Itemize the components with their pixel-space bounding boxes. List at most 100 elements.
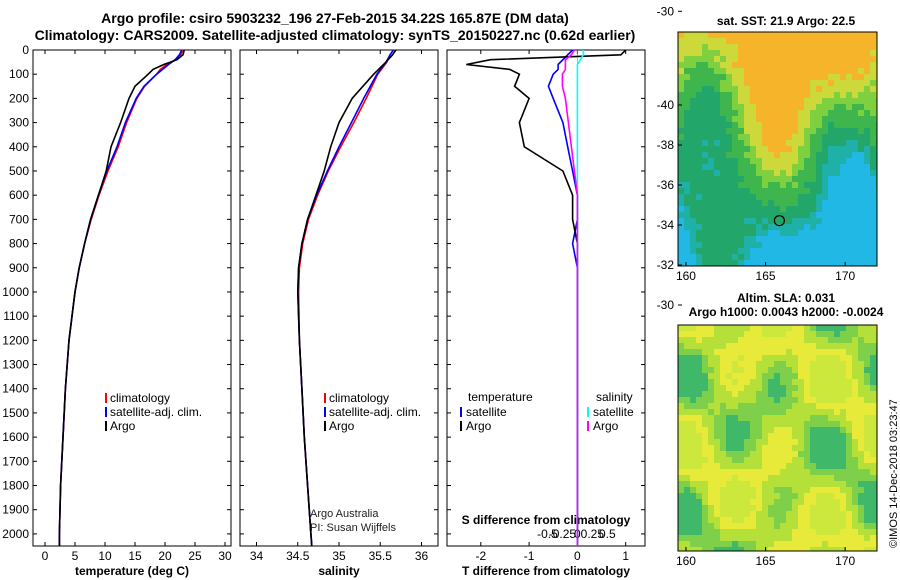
map-cell xyxy=(852,230,858,236)
map-cell xyxy=(732,445,738,451)
map-cell xyxy=(750,457,756,463)
map-cell xyxy=(762,523,768,529)
map-cell xyxy=(744,74,750,80)
map-cell xyxy=(804,80,810,86)
map-cell xyxy=(714,451,720,457)
map-cell xyxy=(792,445,798,451)
map-cell xyxy=(726,242,732,248)
map-cell xyxy=(690,493,696,499)
map-cell xyxy=(744,140,750,146)
map-cell xyxy=(756,32,762,38)
map-cell xyxy=(774,104,780,110)
map-cell xyxy=(732,218,738,224)
map-cell xyxy=(714,224,720,230)
map-cell xyxy=(834,236,840,242)
map-cell xyxy=(816,439,822,445)
map-cell xyxy=(792,457,798,463)
map-cell xyxy=(780,242,786,248)
map-cell xyxy=(762,493,768,499)
map-cell xyxy=(852,188,858,194)
map-cell xyxy=(732,511,738,517)
map-cell xyxy=(732,134,738,140)
map-cell xyxy=(816,349,822,355)
map-cell xyxy=(792,385,798,391)
map-cell xyxy=(702,224,708,230)
map-cell xyxy=(852,523,858,529)
map-cell xyxy=(708,391,714,397)
map-cell xyxy=(708,409,714,415)
map-cell xyxy=(858,505,864,511)
map-cell xyxy=(804,445,810,451)
map-cell xyxy=(714,475,720,481)
map-cell xyxy=(828,176,834,182)
map-cell xyxy=(726,104,732,110)
map-cell xyxy=(846,176,852,182)
map-cell xyxy=(696,337,702,343)
map-cell xyxy=(804,463,810,469)
map-cell xyxy=(774,511,780,517)
map-cell xyxy=(834,50,840,56)
map-cell xyxy=(822,469,828,475)
map-cell xyxy=(828,116,834,122)
map-cell xyxy=(786,200,792,206)
map-cell xyxy=(732,343,738,349)
map-cell xyxy=(870,200,876,206)
map-cell xyxy=(870,74,876,80)
map-cell xyxy=(726,397,732,403)
map-cell xyxy=(846,337,852,343)
map-cell xyxy=(864,523,870,529)
map-cell xyxy=(690,86,696,92)
map-cell xyxy=(714,242,720,248)
map-cell xyxy=(744,104,750,110)
map-cell xyxy=(708,355,714,361)
map-cell xyxy=(864,98,870,104)
map-cell xyxy=(840,134,846,140)
map-cell xyxy=(726,403,732,409)
map-cell xyxy=(684,110,690,116)
map-cell xyxy=(690,152,696,158)
map-cell xyxy=(690,517,696,523)
map-cell xyxy=(756,373,762,379)
map-cell xyxy=(768,116,774,122)
map-cell xyxy=(774,541,780,547)
map-cell xyxy=(810,248,816,254)
map-cell xyxy=(708,481,714,487)
map-cell xyxy=(768,403,774,409)
map-cell xyxy=(714,74,720,80)
map-cell xyxy=(864,511,870,517)
map-cell xyxy=(756,493,762,499)
map-cell xyxy=(864,152,870,158)
map-cell xyxy=(792,200,798,206)
map-cell xyxy=(786,457,792,463)
map-cell xyxy=(774,529,780,535)
map-cell xyxy=(840,511,846,517)
map-cell xyxy=(714,391,720,397)
map-cell xyxy=(738,421,744,427)
map-cell xyxy=(852,505,858,511)
map-cell xyxy=(816,38,822,44)
map-cell xyxy=(708,116,714,122)
map-cell xyxy=(726,206,732,212)
map-cell xyxy=(846,242,852,248)
map-cell xyxy=(702,517,708,523)
map-cell xyxy=(762,517,768,523)
map-cell xyxy=(678,146,684,152)
map-cell xyxy=(852,529,858,535)
map-cell xyxy=(714,194,720,200)
map-cell xyxy=(816,140,822,146)
map-cell xyxy=(708,158,714,164)
map-cell xyxy=(834,44,840,50)
map-cell xyxy=(870,409,876,415)
map-cell xyxy=(774,158,780,164)
series-line-s-satellite xyxy=(576,50,585,546)
map-cell xyxy=(858,439,864,445)
map-cell xyxy=(810,62,816,68)
map-cell xyxy=(774,409,780,415)
map-cell xyxy=(696,499,702,505)
map-cell xyxy=(708,445,714,451)
map-cell xyxy=(696,164,702,170)
map-cell xyxy=(702,128,708,134)
map-cell xyxy=(774,373,780,379)
map-cell xyxy=(864,469,870,475)
map-cell xyxy=(750,445,756,451)
